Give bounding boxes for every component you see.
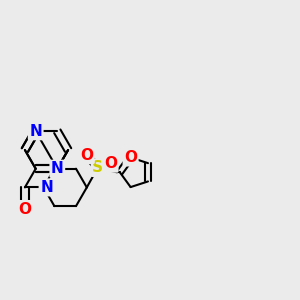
Text: O: O xyxy=(18,202,32,217)
Text: N: N xyxy=(29,124,42,139)
Text: O: O xyxy=(80,148,93,163)
Text: O: O xyxy=(124,150,137,165)
Text: N: N xyxy=(51,161,64,176)
Text: S: S xyxy=(92,160,103,175)
Text: N: N xyxy=(40,180,53,195)
Text: O: O xyxy=(104,156,117,171)
